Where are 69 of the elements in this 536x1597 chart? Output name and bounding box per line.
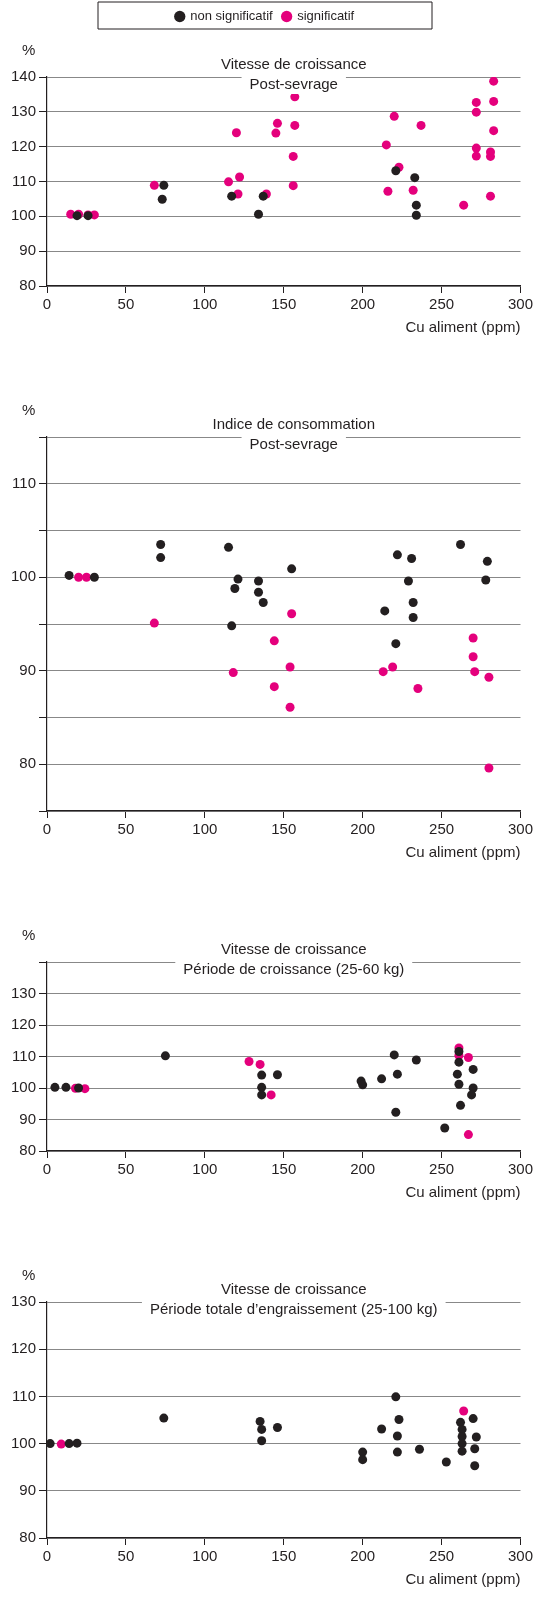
x-tick-label: 300 [507, 1160, 533, 1178]
legend-label: non significatif [190, 8, 274, 24]
x-tick-label: 250 [429, 1547, 455, 1565]
chart-title: Vitesse de croissance [220, 1280, 367, 1298]
y-axis-title: % [22, 926, 36, 944]
x-tick-label: 250 [429, 295, 455, 313]
y-tick-label: 130 [11, 1292, 37, 1310]
y-tick-label: 100 [11, 1078, 37, 1096]
x-tick-label: 200 [350, 820, 376, 838]
y-axis-title: % [22, 41, 36, 59]
x-tick-label: 100 [192, 295, 218, 313]
chart-subtitle: Période de croissance (25-60 kg) [183, 960, 405, 978]
y-tick-label: 110 [12, 171, 37, 189]
x-tick-label: 300 [507, 295, 533, 313]
x-axis-title: Cu aliment (ppm) [405, 1570, 521, 1588]
x-tick-label: 100 [192, 1547, 218, 1565]
y-tick-label: 90 [19, 241, 37, 259]
x-tick-label: 150 [271, 1160, 297, 1178]
y-tick-label: 90 [19, 1109, 37, 1127]
y-tick-label: 120 [11, 136, 37, 154]
y-tick-label: 90 [19, 1480, 37, 1498]
chart-title: Indice de consommation [212, 415, 376, 433]
x-axis-title: Cu aliment (ppm) [405, 1183, 521, 1201]
x-tick-label: 250 [429, 820, 455, 838]
y-tick-label: 100 [11, 206, 37, 224]
chart-subtitle: Période totale d’engraissement (25-100 kg) [149, 1300, 438, 1318]
x-axis-title: Cu aliment (ppm) [405, 843, 521, 861]
x-tick-label: 300 [507, 820, 533, 838]
x-tick-label: 50 [117, 295, 135, 313]
x-axis-title: Cu aliment (ppm) [405, 318, 521, 336]
y-tick-label: 110 [12, 1046, 37, 1064]
y-tick-label: 110 [12, 1386, 37, 1404]
y-tick-label: 80 [19, 1141, 37, 1159]
x-tick-label: 50 [117, 820, 135, 838]
y-tick-label: 130 [11, 101, 37, 119]
y-tick-label: 140 [11, 67, 37, 85]
x-tick-label: 200 [350, 1547, 376, 1565]
chart-subtitle: Post-sevrage [249, 435, 338, 453]
x-tick-label: 0 [42, 1160, 52, 1178]
x-tick-label: 100 [192, 820, 218, 838]
x-tick-label: 200 [350, 295, 376, 313]
y-tick-label: 90 [19, 660, 37, 678]
y-tick-label: 80 [19, 1528, 37, 1546]
y-tick-label: 120 [11, 1015, 37, 1033]
x-tick-label: 150 [271, 820, 297, 838]
x-tick-label: 300 [507, 1547, 533, 1565]
x-tick-label: 50 [117, 1547, 135, 1565]
y-axis-title: % [22, 401, 36, 419]
chart-subtitle: Post-sevrage [249, 75, 338, 93]
y-tick-label: 80 [19, 276, 37, 294]
x-tick-label: 150 [271, 295, 297, 313]
x-tick-label: 50 [117, 1160, 135, 1178]
x-tick-label: 0 [42, 1547, 52, 1565]
chart-title: Vitesse de croissance [220, 940, 367, 958]
x-tick-label: 0 [42, 295, 52, 313]
x-tick-label: 200 [350, 1160, 376, 1178]
legend-label: significatif [297, 8, 355, 24]
chart-title: Vitesse de croissance [220, 55, 367, 73]
x-tick-label: 100 [192, 1160, 218, 1178]
y-tick-label: 130 [11, 983, 37, 1001]
y-tick-label: 100 [11, 1433, 37, 1451]
y-tick-label: 100 [11, 567, 37, 585]
y-axis-title: % [22, 1266, 36, 1284]
y-tick-label: 80 [19, 754, 37, 772]
y-tick-label: 120 [11, 1339, 37, 1357]
x-tick-label: 150 [271, 1547, 297, 1565]
x-tick-label: 0 [42, 820, 52, 838]
x-tick-label: 250 [429, 1160, 455, 1178]
y-tick-label: 110 [12, 473, 37, 491]
